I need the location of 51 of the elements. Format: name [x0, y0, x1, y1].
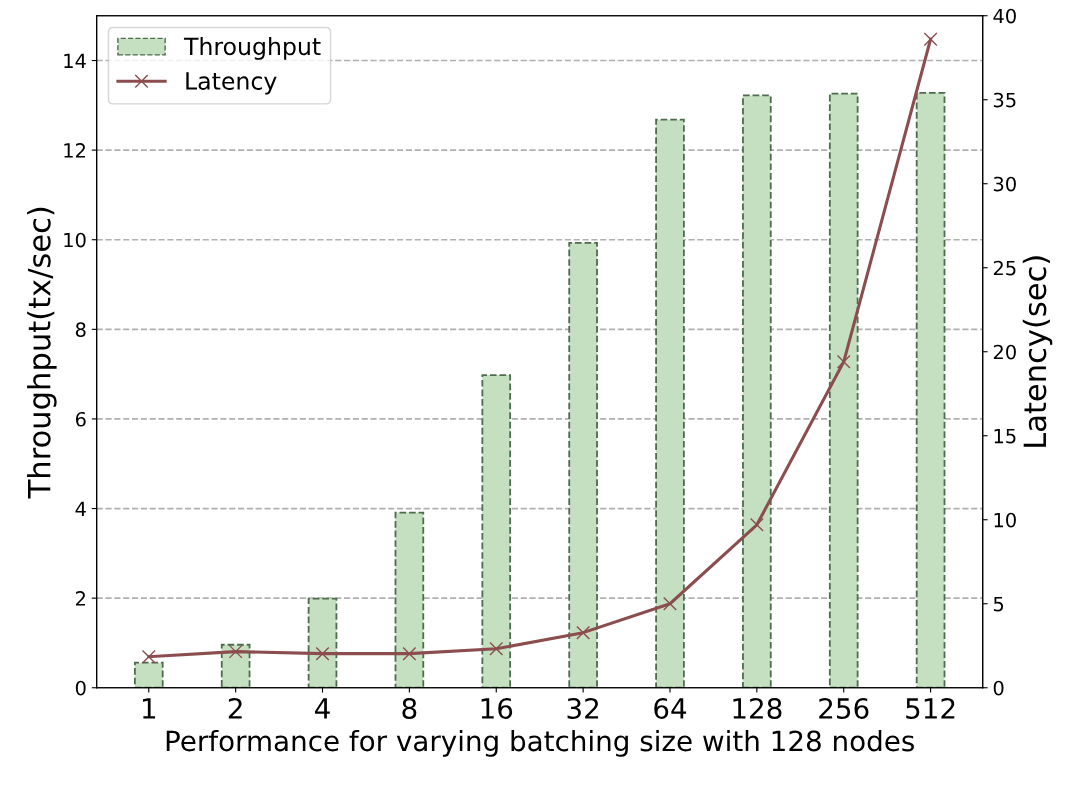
y-tick-label: 0: [75, 680, 86, 696]
x-axis-title: Performance for varying batching size with 128 nodes: [166, 729, 914, 757]
y-tick-label: 12: [64, 143, 85, 158]
x-tick-label: 16: [481, 697, 513, 719]
bar: [915, 91, 946, 688]
y2-tick-label: 35: [993, 92, 1016, 108]
legend-label: Latency: [186, 72, 277, 95]
y-tick-label: 4: [75, 501, 86, 516]
y2-tick-label: 5: [993, 596, 1004, 612]
x-tick-label: 1: [142, 698, 156, 719]
bar: [307, 597, 338, 688]
y-tick-label: 6: [75, 411, 86, 427]
bar: [742, 94, 772, 688]
bar: [481, 374, 512, 688]
x-tick-label: 256: [819, 697, 869, 719]
y-axis-title: Throughput(tx/sec): [27, 207, 57, 499]
y2-tick-label: 10: [994, 512, 1016, 528]
legend-label: Throughput: [183, 36, 321, 60]
point: [923, 32, 938, 47]
y2-tick-label: 40: [993, 8, 1016, 24]
y-tick-label: 8: [75, 322, 86, 337]
point: [402, 646, 417, 661]
bar: [394, 511, 425, 688]
bar: [133, 661, 164, 688]
x-tick-label: 64: [654, 697, 687, 719]
point: [663, 596, 677, 611]
x-tick-label: 512: [906, 697, 955, 719]
point: [836, 354, 851, 369]
x-tick-label: 128: [733, 697, 782, 719]
y2-tick-label: 20: [993, 344, 1016, 360]
point: [576, 625, 591, 640]
point: [749, 517, 764, 532]
point: [228, 644, 243, 659]
y-tick-label: 10: [64, 232, 86, 248]
y2-tick-label: 30: [993, 176, 1016, 192]
y2-tick-label: 0: [993, 680, 1004, 696]
x-tick-label: 8: [402, 697, 417, 719]
bar: [828, 92, 859, 688]
x-tick-label: 4: [315, 698, 330, 719]
bar: [568, 241, 598, 688]
y2-tick-label: 15: [994, 428, 1016, 444]
bar: [655, 118, 685, 688]
y2-tick-label: 25: [993, 260, 1016, 276]
point: [315, 646, 330, 661]
x-tick-label: 2: [228, 697, 242, 719]
y-tick-label: 14: [64, 53, 86, 68]
y2-axis-title: Latency(sec): [1022, 256, 1053, 447]
y-tick-label: 2: [75, 591, 85, 606]
x-tick-label: 32: [567, 697, 599, 719]
point: [489, 641, 504, 656]
point: [141, 649, 156, 664]
